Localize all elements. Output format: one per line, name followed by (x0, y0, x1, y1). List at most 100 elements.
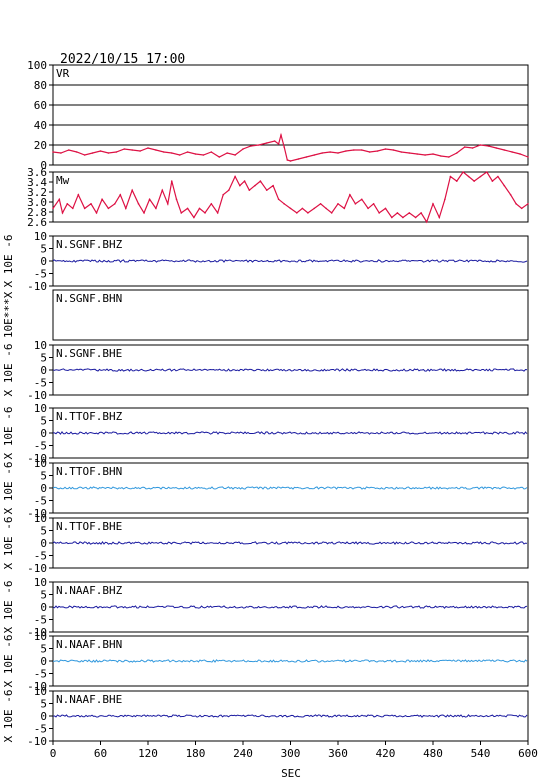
data-point (367, 207, 369, 210)
data-point (289, 160, 292, 162)
data-point (337, 152, 339, 154)
data-point (438, 216, 441, 219)
data-point (243, 180, 246, 182)
data-point (147, 147, 149, 149)
data-point (296, 212, 298, 214)
y-tick-label: -10 (27, 389, 47, 402)
data-point (265, 189, 268, 191)
y-tick-label: 5 (40, 470, 47, 483)
y-tick-label: 0 (40, 482, 47, 495)
data-point (305, 156, 308, 158)
data-point (283, 146, 285, 148)
data-point (83, 154, 86, 156)
y-tick-label: 0 (40, 364, 47, 377)
data-point (313, 207, 316, 210)
data-point (95, 212, 98, 214)
panel-label: Mw (56, 174, 70, 187)
data-point (425, 221, 428, 223)
data-point (343, 207, 346, 210)
data-point (68, 149, 70, 151)
data-point (495, 147, 498, 149)
y-tick-label: 10 (34, 512, 47, 525)
data-point (204, 212, 206, 214)
panel-label: VR (56, 67, 70, 80)
data-point (455, 152, 458, 154)
data-point (216, 212, 219, 214)
x-axis-label: SEC (281, 767, 301, 780)
y-tick-label: 10 (34, 402, 47, 415)
data-point (61, 212, 64, 214)
data-point (301, 207, 304, 210)
y-tick-label: 5 (40, 525, 47, 538)
unit-label: X 10E -6 (2, 462, 15, 515)
x-tick-label: 120 (138, 747, 158, 760)
y-tick-label: 0 (40, 710, 47, 723)
data-point (258, 144, 260, 146)
data-point (186, 151, 189, 153)
x-tick-label: 180 (186, 747, 206, 760)
y-tick-label: -5 (34, 550, 47, 563)
data-point (107, 152, 110, 154)
data-point (400, 151, 403, 153)
data-point (71, 207, 74, 210)
data-point (520, 207, 523, 210)
data-point (462, 171, 464, 173)
data-point (337, 203, 339, 205)
data-point (463, 146, 466, 148)
data-point (329, 151, 331, 153)
data-point (392, 149, 395, 151)
data-point (170, 180, 173, 182)
trace-naaf-bhn (52, 659, 528, 663)
data-point (440, 155, 442, 157)
data-point (325, 207, 327, 210)
y-tick-label: -10 (27, 452, 47, 465)
data-point (161, 189, 164, 191)
data-point (467, 175, 470, 178)
data-point (449, 175, 452, 178)
data-point (234, 175, 236, 178)
x-tick-label: 300 (281, 747, 301, 760)
y-tick-label: 100 (27, 59, 47, 72)
data-point (313, 154, 316, 156)
panel-label: N.NAAF.BHE (56, 693, 122, 706)
data-point (148, 198, 151, 201)
data-point (101, 198, 103, 201)
data-point (107, 207, 110, 210)
data-point (384, 207, 387, 210)
y-tick-label: 5 (40, 352, 47, 365)
data-point (52, 151, 54, 153)
y-tick-label: 10 (34, 576, 47, 589)
trace-sgnf-bhe (52, 368, 528, 372)
data-point (123, 148, 126, 150)
data-point (166, 203, 169, 205)
data-point (353, 149, 355, 151)
data-point (509, 193, 512, 196)
y-tick-label: -5 (34, 268, 47, 281)
x-tick-label: 60 (94, 747, 107, 760)
page-title: 2022/10/15 17:00 (60, 52, 185, 67)
y-tick-label: 5 (40, 589, 47, 602)
data-point (391, 216, 393, 219)
data-point (277, 198, 280, 201)
data-point (368, 151, 371, 153)
data-point (202, 154, 205, 156)
y-tick-label: 10 (34, 685, 47, 698)
data-point (180, 212, 183, 214)
data-point (283, 203, 285, 205)
data-point (155, 207, 157, 210)
y-tick-label: -5 (34, 668, 47, 681)
data-point (330, 212, 333, 214)
data-point (222, 193, 225, 196)
data-point (286, 159, 289, 161)
data-point (448, 156, 450, 158)
panel-label: N.SGNF.BHZ (56, 238, 123, 251)
unit-label: X 10E -6 (2, 517, 15, 570)
panel-vr: 100 80 60 40 20 0 VR (27, 59, 529, 172)
x-tick-label: 0 (50, 747, 57, 760)
y-tick-label: 5 (40, 415, 47, 428)
data-point (511, 151, 513, 153)
data-point (131, 189, 133, 191)
y-tick-label: 2.6 (27, 216, 47, 229)
